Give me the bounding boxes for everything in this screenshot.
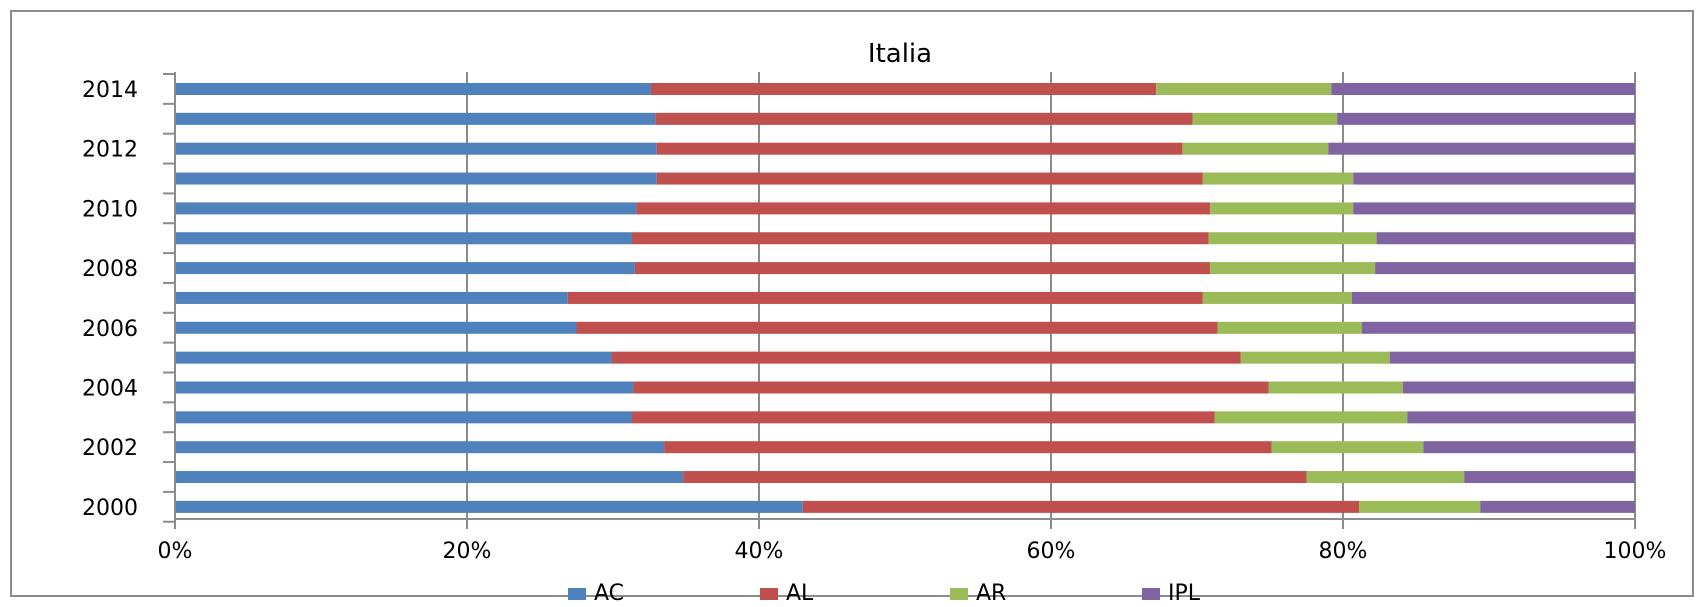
bars [175,83,1635,513]
bar-ac-2000 [175,500,803,513]
bar-al-2012 [656,142,1183,155]
bar-ipl-2005 [1389,351,1635,364]
bar-ac-2013 [175,112,656,125]
bar-ac-2003 [175,411,632,424]
bar-ipl-2001 [1464,471,1635,484]
bar-ac-2010 [175,202,637,215]
legend-swatch-al [760,587,778,600]
bar-ac-2012 [175,142,657,155]
bar-ar-2009 [1208,232,1377,245]
legend-label-ar: AR [976,581,1007,606]
x-tick-label-40pct: 40% [735,539,784,564]
bar-ipl-2009 [1376,232,1635,245]
bar-ipl-2006 [1361,321,1635,334]
y-tick-labels: 2000 2002 2004 2006 2008 2010 2012 2014 [82,78,138,521]
legend-item-ipl: IPL [1142,581,1200,606]
bar-ac-2002 [175,441,665,454]
legend-swatch-ipl [1142,587,1160,600]
x-tick-label-60pct: 60% [1027,539,1076,564]
y-tick-label-2000: 2000 [82,496,138,521]
bar-al-2002 [664,441,1272,454]
x-tick-label-20pct: 20% [443,539,492,564]
y-tick-label-2014: 2014 [82,78,138,103]
bar-ipl-2014 [1331,83,1635,95]
y-tick-label-2006: 2006 [82,317,138,342]
y-tick-label-2012: 2012 [82,138,138,163]
bar-ipl-2002 [1423,441,1635,454]
y-tick-label-2004: 2004 [82,377,138,402]
legend: AC AL AR IPL [0,581,1704,606]
bar-al-2001 [683,471,1307,484]
bar-al-2005 [611,351,1241,364]
bar-ar-2004 [1268,381,1403,394]
bar-ipl-2008 [1375,262,1635,275]
bar-ac-2009 [175,232,632,245]
bar-al-2006 [576,321,1218,334]
bar-ar-2008 [1210,262,1376,275]
bar-ipl-2013 [1337,112,1635,125]
bar-al-2013 [655,112,1193,125]
bar-ipl-2012 [1328,142,1635,155]
legend-item-al: AL [760,581,813,606]
y-tick-label-2002: 2002 [82,436,138,461]
bar-ar-2006 [1217,321,1362,334]
bar-ac-2006 [175,321,577,334]
bar-ac-2005 [175,351,612,364]
bar-ar-2013 [1192,112,1338,125]
legend-label-ipl: IPL [1168,581,1201,606]
bar-al-2003 [631,411,1215,424]
legend-swatch-ar [950,587,968,600]
bar-al-2007 [567,291,1203,304]
chart-title: Italia [868,39,932,69]
x-tick-label-100pct: 100% [1604,539,1667,564]
bar-ipl-2007 [1351,291,1635,304]
bar-ar-2001 [1306,471,1465,484]
bar-ac-2004 [175,381,634,394]
bar-ar-2003 [1214,411,1408,424]
bar-al-2008 [634,262,1211,275]
y-tick-label-2010: 2010 [82,197,138,222]
axes [163,72,1636,529]
y-tick-label-2008: 2008 [82,257,138,282]
bar-ar-2002 [1271,441,1424,454]
bar-ar-2007 [1202,291,1352,304]
legend-label-ac: AC [594,581,625,606]
bar-ac-2007 [175,291,568,304]
bar-ar-2014 [1156,83,1332,95]
bar-ar-2012 [1182,142,1329,155]
x-tick-labels: 0% 20% 40% 60% 80% 100% [158,539,1667,564]
bar-ipl-2003 [1407,411,1635,424]
x-tick-label-0pct: 0% [158,539,193,564]
bar-al-2014 [650,83,1157,95]
bar-ipl-2010 [1353,202,1635,215]
bar-al-2000 [802,500,1360,513]
bar-al-2010 [636,202,1211,215]
bar-ar-2005 [1240,351,1390,364]
legend-item-ar: AR [950,581,1006,606]
legend-swatch-ac [568,587,586,600]
bar-al-2004 [633,381,1269,394]
bar-ac-2001 [175,471,684,484]
bar-ipl-2000 [1480,500,1635,513]
bar-ac-2011 [175,172,657,185]
bar-al-2009 [631,232,1209,245]
bar-ipl-2011 [1353,172,1635,185]
bar-ar-2000 [1359,500,1481,513]
bar-ipl-2004 [1402,381,1635,394]
bar-ac-2008 [175,262,635,275]
bar-ar-2010 [1210,202,1354,215]
bar-ar-2011 [1202,172,1354,185]
bar-al-2011 [656,172,1203,185]
bar-ac-2014 [175,83,651,95]
x-tick-label-80pct: 80% [1319,539,1368,564]
legend-item-ac: AC [568,581,624,606]
legend-label-al: AL [786,581,814,606]
